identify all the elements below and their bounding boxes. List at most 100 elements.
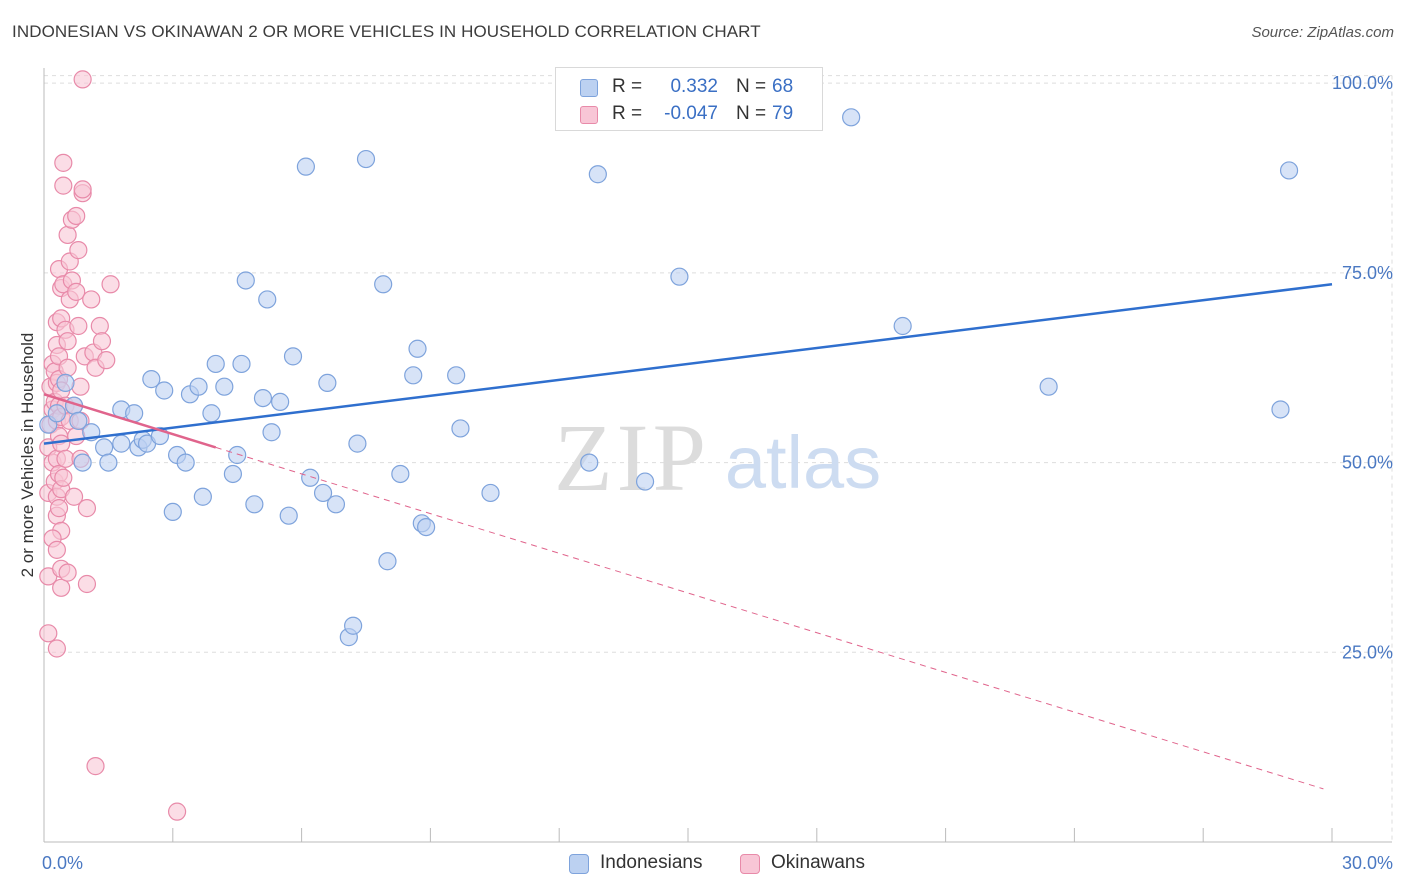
y-tick-label: 100.0% [1332,73,1393,93]
okinawans-point [54,176,73,195]
okinawans-point [47,639,66,658]
legend-n-value: 79 [772,103,794,124]
okinawans-point [39,624,58,643]
indonesians-point [408,339,427,358]
indonesians-point [155,381,174,400]
indonesians-point [283,347,303,366]
indonesians-point [228,445,247,465]
indonesians-point [253,388,273,408]
indonesians-point [318,373,337,393]
series-legend: Indonesians Okinawans [0,852,1406,878]
okinawans-point [101,275,120,294]
indonesians-point [163,502,182,522]
indonesians-point [206,354,225,374]
indonesians-point [245,495,264,514]
okinawans-points [39,70,187,821]
okinawans-point [67,282,86,301]
legend-r-value: -0.047 [664,103,718,124]
indonesians-point [635,472,655,491]
source-note: Source: ZipAtlas.com [1251,24,1394,41]
okinawans-point [167,802,187,821]
indonesians-point [215,377,234,396]
okinawans-point [71,377,90,396]
y-axis-title: 2 or more Vehicles in Household [18,333,37,578]
okinawans-point [58,225,77,245]
indonesians-point [236,271,255,290]
indonesians-point [176,453,195,472]
indonesians-point [262,423,281,442]
legend-row-okinawans: R = -0.047 N = 79 [556,100,822,128]
indonesians-point [481,483,500,503]
legend-swatch-pink [580,106,598,124]
indonesians-point [356,149,376,169]
legend-r-label: R = [612,76,643,97]
indonesians-point [142,370,161,389]
x-tick-label-min: 0.0% [42,853,83,873]
okinawans-point [58,358,77,377]
okinawans-point [52,578,71,597]
indonesians-point [193,487,212,506]
indonesians-point [1279,161,1299,180]
okinawans-point [54,153,73,172]
indonesians-point [447,366,466,385]
indonesians-point [344,616,363,635]
indonesians-point [451,419,470,438]
indonesians-point [232,354,251,374]
okinawans-point [92,332,112,351]
okinawans-point [47,540,66,559]
legend-n-value: 68 [772,76,794,97]
indonesians-point [271,392,290,411]
legend-indonesians-swatch[interactable] [569,854,589,874]
indonesians-point [112,434,131,453]
indonesians-point [893,316,912,336]
okinawans-point [69,316,88,336]
indonesians-point [842,108,861,127]
okinawans-point [58,332,77,351]
indonesians-point [73,453,92,472]
indonesians-point [374,275,393,294]
okinawans-point [69,241,88,260]
indonesians-point [296,157,315,176]
indonesians-point [301,468,320,487]
okinawans-point [73,70,92,89]
okinawans-point [97,351,116,370]
indonesians-point [348,434,367,453]
legend-n-label: N = [736,76,767,97]
x-tick-label-max: 30.0% [1342,853,1393,873]
indonesians-point [189,377,208,396]
okinawans-point [90,316,109,336]
legend-n-label: N = [736,103,767,124]
indonesians-point [99,453,118,472]
okinawans-point [67,206,86,226]
okinawans-point [49,499,69,518]
indonesians-point [1039,377,1058,396]
grid-layer [44,75,1393,842]
indonesians-point [391,464,410,484]
okinawans-point [77,499,97,518]
legend-r-label: R = [612,103,643,124]
chart-title: INDONESIAN VS OKINAWAN 2 OR MORE VEHICLE… [12,22,761,41]
okinawans-point [67,426,86,446]
stats-legend: R = 0.332 N = 68 R = -0.047 N = 79 [555,67,823,131]
legend-okinawans-swatch[interactable] [740,854,760,874]
indonesians-point [580,453,599,472]
trend-layer [43,283,1333,790]
indonesians-point [404,366,423,385]
indonesians-point [95,438,114,457]
y-tick-label: 25.0% [1342,642,1393,662]
indonesians-trend-line [43,283,1333,445]
okinawans-point [58,563,77,582]
legend-indonesians-label[interactable]: Indonesians [600,852,703,873]
indonesians-point [313,483,333,503]
legend-swatch-blue [580,79,598,97]
indonesians-point [258,290,277,309]
y-tick-label: 50.0% [1342,453,1393,473]
legend-okinawans-label[interactable]: Okinawans [771,852,865,873]
legend-row-indonesians: R = 0.332 N = 68 [556,73,822,101]
indonesians-point [588,165,607,184]
watermark-atlas: atlas [725,421,881,504]
indonesians-point [279,506,298,525]
legend-r-value: 0.332 [670,76,718,97]
okinawans-point [54,468,73,487]
